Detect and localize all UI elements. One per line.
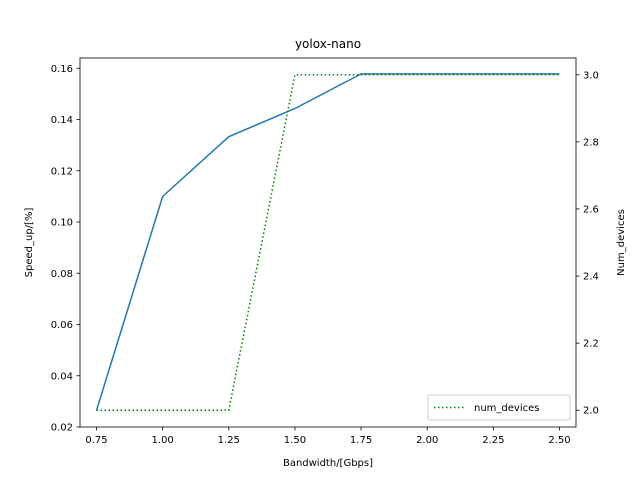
y2-tick-label-3: 2.6: [583, 204, 599, 215]
plot-area-frame: [79, 57, 577, 428]
series-line-speed-up: [95, 73, 560, 411]
x-tick-label-7: 2.50: [548, 435, 570, 446]
y2-tick-label-1: 2.2: [583, 339, 599, 350]
y2-tick-label-0: 2.0: [583, 406, 599, 417]
legend-label-num-devices: num_devices: [474, 403, 539, 414]
x-tick-label-6: 2.25: [482, 435, 504, 446]
x-axis: 0.75 1.00 1.25 1.50 1.75 2.00 2.25 2.50: [85, 427, 571, 446]
y-tick-label-1: 0.04: [51, 371, 73, 382]
legend: num_devices: [427, 394, 571, 421]
y2-tick-label-4: 2.8: [583, 137, 599, 148]
y-tick-label-3: 0.08: [51, 269, 73, 280]
y-tick-label-6: 0.14: [51, 115, 73, 126]
y2-axis-label: Num_devices: [616, 209, 627, 276]
chart-title: yolox-nano: [295, 37, 361, 51]
x-tick-label-5: 2.00: [416, 435, 438, 446]
y2-tick-label-5: 3.0: [583, 70, 599, 81]
legend-box: [427, 394, 571, 421]
y-axis-label: Speed_up/[%]: [24, 208, 35, 278]
y-tick-label-4: 0.10: [51, 218, 73, 229]
y-tick-label-0: 0.02: [51, 423, 73, 434]
x-tick-label-2: 1.25: [218, 435, 240, 446]
series-line-num-devices: [96, 74, 560, 411]
y-tick-label-2: 0.06: [51, 320, 73, 331]
x-tick-label-1: 1.00: [152, 435, 174, 446]
y-axis-right: 2.0 2.2 2.4 2.6 2.8 3.0: [576, 70, 599, 417]
y2-tick-label-2: 2.4: [583, 272, 599, 283]
y-tick-label-7: 0.16: [51, 64, 73, 75]
y-tick-label-5: 0.12: [51, 166, 73, 177]
x-tick-label-4: 1.75: [350, 435, 372, 446]
series-layer: [95, 73, 560, 411]
x-axis-label: Bandwidth/[Gbps]: [283, 458, 373, 469]
y-axis-left: 0.02 0.04 0.06 0.08 0.10 0.12 0.14 0.16: [51, 64, 80, 434]
x-tick-label-3: 1.50: [284, 435, 306, 446]
x-tick-label-0: 0.75: [85, 435, 107, 446]
